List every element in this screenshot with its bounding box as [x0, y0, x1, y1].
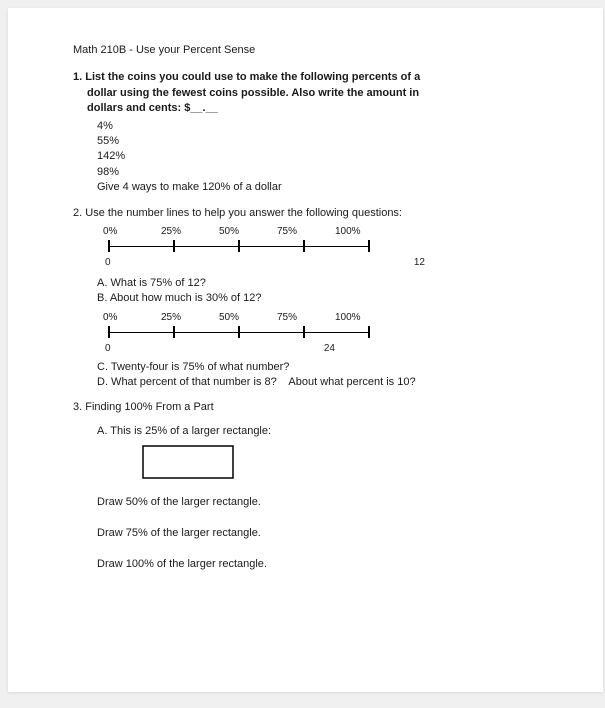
nl2-percent-labels: 0% 25% 50% 75% 100%: [103, 311, 393, 325]
question-3: 3. Finding 100% From a Part A. This is 2…: [73, 400, 548, 572]
pct-label: 100%: [335, 311, 393, 325]
tick: [303, 326, 305, 338]
pct-label: 75%: [277, 311, 335, 325]
q3-a: A. This is 25% of a larger rectangle:: [97, 424, 548, 439]
q2-prompt: 2. Use the number lines to help you answ…: [73, 206, 548, 221]
q1-line2: dollar using the fewest coins possible. …: [87, 87, 419, 99]
tick: [368, 326, 370, 338]
q1-item: 55%: [97, 134, 548, 149]
q2-d-left: D. What percent of that number is 8?: [97, 376, 277, 388]
nl1-left: 0: [105, 256, 111, 270]
nl1-track: [103, 240, 393, 254]
nl1-percent-labels: 0% 25% 50% 75% 100%: [103, 225, 393, 239]
q1-item: 4%: [97, 119, 548, 134]
q2-c: C. Twenty-four is 75% of what number?: [97, 360, 548, 375]
nl1-bottom-labels: 0 12: [103, 256, 428, 270]
q3-draw50: Draw 50% of the larger rectangle.: [97, 495, 548, 510]
tick: [108, 240, 110, 252]
number-line-2: 0% 25% 50% 75% 100% 0 24: [103, 311, 393, 356]
question-2: 2. Use the number lines to help you answ…: [73, 206, 548, 391]
tick: [368, 240, 370, 252]
q1-prompt: 1. List the coins you could use to make …: [73, 70, 548, 116]
q3-body: A. This is 25% of a larger rectangle: Dr…: [97, 424, 548, 573]
q2-sub-ab: A. What is 75% of 12? B. About how much …: [97, 276, 548, 307]
q3-title: Finding 100% From a Part: [85, 401, 213, 413]
pct-label: 25%: [161, 311, 219, 325]
question-1: 1. List the coins you could use to make …: [73, 70, 548, 195]
q3-heading: 3. Finding 100% From a Part: [73, 400, 548, 415]
tick: [173, 326, 175, 338]
q2-a: A. What is 75% of 12?: [97, 276, 548, 291]
pct-label: 50%: [219, 311, 277, 325]
nl2-left: 0: [105, 342, 111, 356]
nl2-right: 24: [324, 342, 335, 356]
number-line-1: 0% 25% 50% 75% 100% 0 12: [103, 225, 393, 270]
q2-d: D. What percent of that number is 8? Abo…: [97, 375, 548, 390]
tick: [108, 326, 110, 338]
q1-item: 142%: [97, 149, 548, 164]
pct-label: 0%: [103, 311, 161, 325]
nl2-track: [103, 326, 393, 340]
worksheet-page: Math 210B - Use your Percent Sense 1. Li…: [8, 8, 603, 692]
pct-label: 50%: [219, 225, 277, 239]
q1-item: Give 4 ways to make 120% of a dollar: [97, 180, 548, 195]
pct-label: 75%: [277, 225, 335, 239]
q1-item: 98%: [97, 165, 548, 180]
pct-label: 100%: [335, 225, 393, 239]
nl1-right: 12: [414, 256, 425, 270]
q1-items: 4% 55% 142% 98% Give 4 ways to make 120%…: [97, 119, 548, 196]
q2-b: B. About how much is 30% of 12?: [97, 291, 548, 306]
q1-line1: List the coins you could use to make the…: [85, 71, 420, 83]
sample-rectangle: [142, 445, 234, 479]
q2-number: 2.: [73, 207, 82, 219]
tick: [173, 240, 175, 252]
q2-d-right: About what percent is 10?: [288, 376, 415, 388]
nl2-bottom-labels: 0 24: [103, 342, 338, 356]
q2-sub-cd: C. Twenty-four is 75% of what number? D.…: [97, 360, 548, 391]
tick: [303, 240, 305, 252]
tick: [238, 326, 240, 338]
q3-draw75: Draw 75% of the larger rectangle.: [97, 526, 548, 541]
pct-label: 25%: [161, 225, 219, 239]
page-title: Math 210B - Use your Percent Sense: [73, 43, 548, 58]
q2-text: Use the number lines to help you answer …: [85, 207, 402, 219]
q1-line3: dollars and cents: $__.__: [87, 102, 218, 114]
q3-draw100: Draw 100% of the larger rectangle.: [97, 557, 548, 572]
q3-number: 3.: [73, 401, 82, 413]
tick: [238, 240, 240, 252]
pct-label: 0%: [103, 225, 161, 239]
q1-number: 1.: [73, 71, 82, 83]
